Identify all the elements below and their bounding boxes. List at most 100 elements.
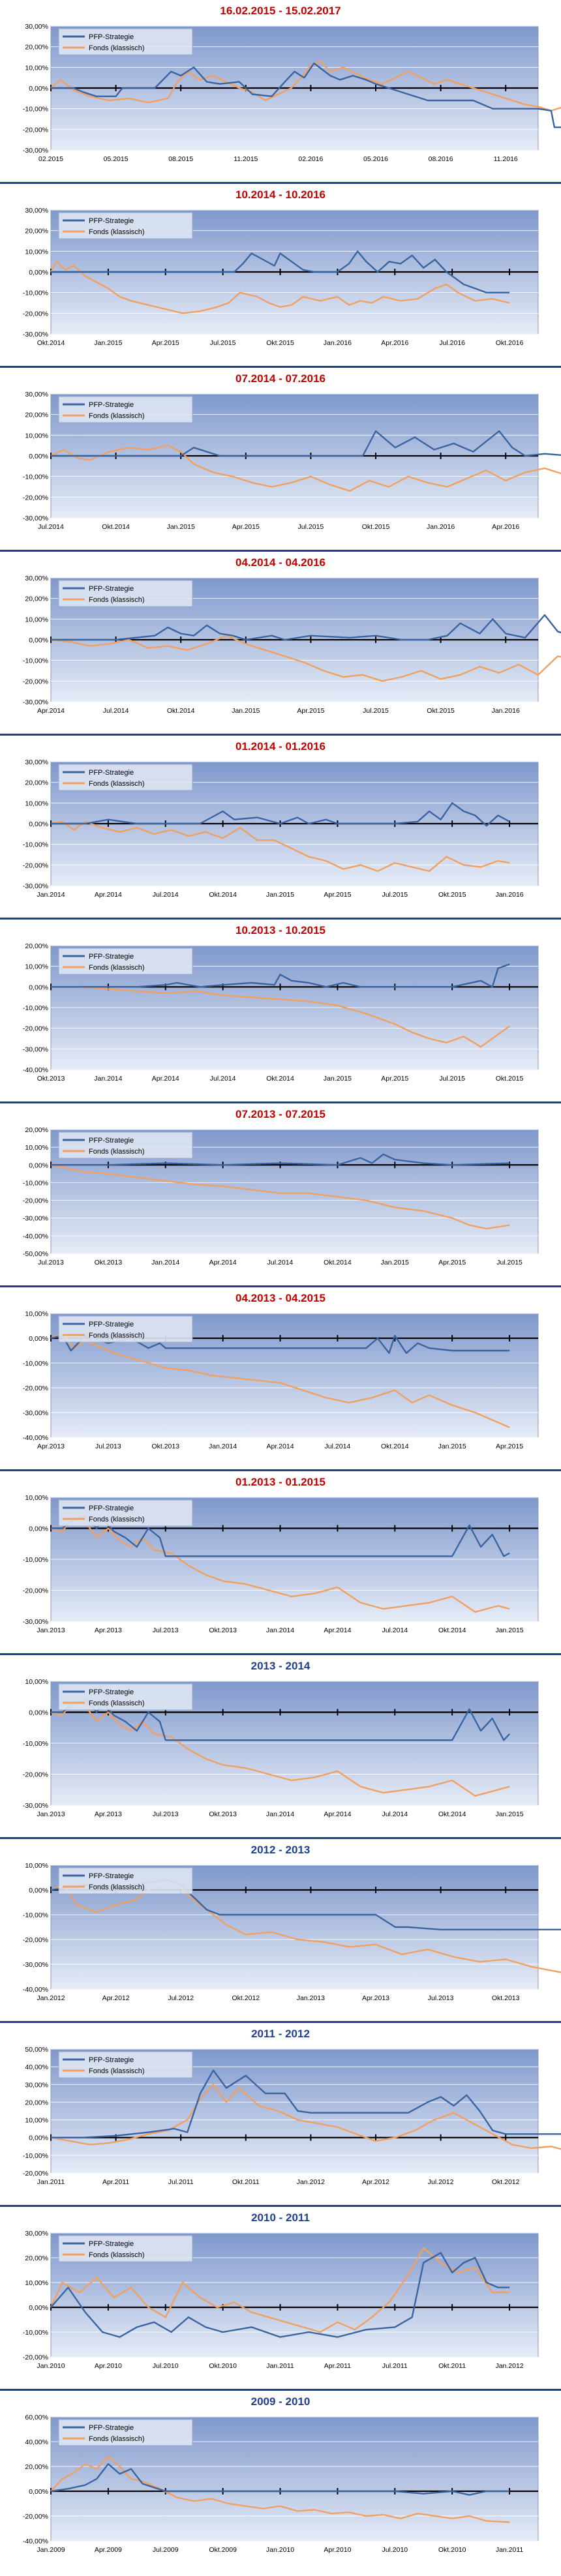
x-tick-label: Jul.2011 [168, 2178, 194, 2186]
chart-title: 2009 - 2010 [251, 2395, 311, 2408]
y-tick-label: -30,00% [23, 515, 48, 522]
x-tick-label: Okt.2013 [151, 1443, 179, 1450]
x-tick-label: 11.2016 [494, 155, 518, 163]
x-tick-label: Jan.2014 [209, 1443, 237, 1450]
y-tick-label: -10,00% [23, 2152, 48, 2160]
x-tick-label: Apr.2013 [95, 1626, 122, 1634]
chart-title: 04.2014 - 04.2016 [235, 556, 326, 569]
y-tick-label: -40,00% [23, 1066, 48, 1074]
series-line-fonds [50, 2455, 510, 2523]
y-tick-label: 20,00% [25, 412, 48, 419]
legend-label: PFP-Strategie [89, 769, 134, 777]
x-tick-label: Okt.2014 [381, 1443, 409, 1450]
legend-label: PFP-Strategie [89, 33, 134, 41]
legend-label: Fonds (klassisch) [89, 1883, 145, 1891]
x-tick-label: Okt.2010 [438, 2546, 466, 2554]
y-tick-label: -10,00% [23, 473, 48, 481]
y-tick-label: 10,00% [25, 616, 48, 623]
series-line-fonds [50, 1164, 510, 1230]
y-tick-label: 10,00% [25, 1494, 48, 1502]
chart-title: 01.2014 - 01.2016 [235, 740, 326, 753]
chart-title: 04.2013 - 04.2015 [235, 1292, 326, 1304]
y-tick-label: -10,00% [23, 657, 48, 665]
series-line-fonds [50, 2084, 561, 2150]
series-line-fonds [50, 445, 561, 492]
y-tick-label: -10,00% [23, 1360, 48, 1368]
series-line-fonds [50, 1879, 561, 1973]
section-divider [0, 1469, 561, 1471]
legend-box [58, 1499, 193, 1527]
chart-section: 2009 - 2010 -40,00% -20,00% 0,00% 20,00% 40,0… [0, 2391, 561, 2575]
legend: PFP-Strategie Fonds (klassisch) [58, 1683, 193, 1711]
legend: PFP-Strategie Fonds (klassisch) [58, 580, 193, 607]
y-tick-label: 10,00% [25, 2117, 48, 2125]
y-tick-label: -20,00% [23, 1587, 48, 1595]
section-divider [0, 1837, 561, 1839]
y-tick-label: 0,00% [29, 820, 48, 828]
x-tick-label: Jan.2014 [151, 1259, 179, 1266]
x-tick-label: Jan.2013 [297, 1994, 325, 2002]
y-tick-label: 30,00% [25, 2081, 48, 2089]
x-tick-label: Jan.2014 [37, 891, 65, 899]
line-chart: 10.2013 - 10.2015 -40,00% -30,00% -20,00% -1… [23, 924, 539, 1083]
y-tick-label: -20,00% [23, 1771, 48, 1779]
x-tick-label: 08.2016 [429, 155, 453, 163]
x-tick-label: Jul.2013 [153, 1810, 179, 1818]
y-tick-label: -10,00% [23, 1740, 48, 1748]
y-tick-label: 10,00% [25, 963, 48, 971]
line-chart: 07.2014 - 07.2016 -30,00% -20,00% -10,00% 0,… [23, 372, 561, 531]
x-tick-label: Okt.2011 [438, 2362, 466, 2370]
section-divider [0, 1101, 561, 1103]
x-tick-label: Jan.2015 [266, 891, 294, 899]
x-tick-label: Jan.2009 [37, 2546, 65, 2554]
y-tick-label: -30,00% [23, 147, 48, 155]
x-tick-label: Apr.2014 [37, 707, 65, 715]
x-tick-label: Jul.2009 [153, 2546, 179, 2554]
y-tick-label: 30,00% [25, 2230, 48, 2238]
x-tick-label: Jul.2015 [298, 523, 324, 531]
y-tick-label: -30,00% [23, 698, 48, 706]
chart-title: 10.2014 - 10.2016 [235, 188, 326, 201]
line-chart: 2012 - 2013 -40,00% -30,00% -20,00% -10,00% 0… [23, 1844, 561, 2002]
x-tick-label: Okt.2012 [232, 1994, 260, 2002]
line-chart: 07.2013 - 07.2015 -50,00% -40,00% -30,00% -2… [23, 1108, 539, 1266]
chart-section: 04.2014 - 04.2016 -30,00% -20,00% -10,00% 0,… [0, 552, 561, 736]
x-tick-label: Okt.2014 [102, 523, 130, 531]
x-tick-label: Jan.2014 [266, 1810, 294, 1818]
y-tick-label: 20,00% [25, 2099, 48, 2106]
y-tick-label: 0,00% [29, 2134, 48, 2142]
x-tick-label: Jan.2014 [266, 1626, 294, 1634]
y-tick-label: -40,00% [23, 1434, 48, 1442]
legend-label: PFP-Strategie [89, 2240, 134, 2248]
x-tick-label: Jan.2016 [324, 339, 352, 347]
y-tick-label: -20,00% [23, 678, 48, 685]
x-tick-label: Apr.2011 [102, 2178, 129, 2186]
x-tick-label: Jul.2011 [382, 2362, 408, 2370]
x-tick-label: 05.2015 [104, 155, 129, 163]
x-tick-label: Okt.2015 [496, 1075, 524, 1083]
y-tick-label: -20,00% [23, 1385, 48, 1392]
y-tick-label: -40,00% [23, 2538, 48, 2545]
chart-section: 16.02.2015 - 15.02.2017 -30,00% -20,00% -10… [0, 0, 561, 184]
series-line-pfp [51, 250, 510, 293]
x-tick-label: Apr.2014 [267, 1443, 294, 1450]
legend: PFP-Strategie Fonds (klassisch) [58, 1315, 193, 1343]
x-tick-label: Jul.2012 [428, 2178, 454, 2186]
legend-box [58, 2235, 193, 2262]
y-tick-label: 0,00% [29, 1887, 48, 1895]
y-tick-label: 10,00% [25, 248, 48, 256]
y-tick-label: 0,00% [29, 2304, 48, 2312]
x-tick-label: Jan.2010 [37, 2362, 65, 2370]
chart-section: 2013 - 2014 -30,00% -20,00% -10,00% 0,00% 10,… [0, 1655, 561, 1839]
chart-title: 2013 - 2014 [251, 1660, 311, 1672]
chart-title: 2011 - 2012 [251, 2028, 310, 2040]
x-tick-label: Jul.2014 [103, 707, 129, 715]
chart-section: 2011 - 2012 -20,00% -10,00% 0,00% 10,00% 20,0… [0, 2023, 561, 2207]
section-divider [0, 182, 561, 184]
y-tick-label: 60,00% [25, 2414, 48, 2421]
legend: PFP-Strategie Fonds (klassisch) [58, 396, 193, 423]
x-tick-label: Apr.2009 [95, 2546, 122, 2554]
y-tick-label: -20,00% [23, 861, 48, 869]
legend-label: Fonds (klassisch) [89, 44, 145, 52]
x-tick-label: Apr.2015 [438, 1259, 466, 1266]
